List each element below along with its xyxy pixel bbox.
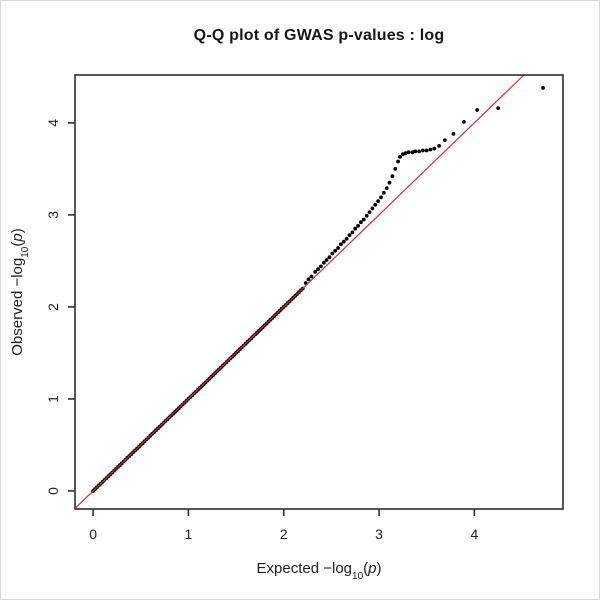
- x-axis-label-subscript: 10: [352, 571, 364, 582]
- data-point: [359, 220, 363, 225]
- reference-line: [74, 74, 525, 509]
- data-point: [376, 199, 380, 204]
- data-point: [341, 239, 346, 244]
- data-point: [410, 150, 415, 155]
- data-point: [541, 86, 545, 90]
- data-point: [319, 264, 323, 269]
- data-point: [379, 195, 383, 200]
- data-point: [424, 148, 429, 153]
- y-axis-label-subscript: 10: [20, 246, 31, 258]
- data-point: [381, 190, 386, 195]
- plot-frame: [74, 74, 564, 510]
- data-point: [321, 260, 326, 265]
- data-point: [316, 267, 320, 272]
- data-point: [324, 258, 329, 262]
- x-tick-label: 0: [89, 526, 97, 542]
- data-point: [451, 132, 456, 136]
- data-point: [336, 246, 340, 250]
- y-axis-label-close-paren: ): [9, 228, 26, 234]
- data-point: [327, 255, 332, 260]
- data-point: [421, 148, 425, 153]
- data-point: [390, 174, 395, 179]
- data-point: [347, 233, 352, 238]
- data-point: [393, 167, 398, 171]
- data-point: [344, 236, 349, 241]
- data-point: [406, 150, 411, 155]
- data-point: [496, 106, 501, 110]
- data-point: [432, 146, 437, 151]
- y-tick-label: 3: [45, 211, 61, 219]
- data-point: [353, 226, 358, 231]
- data-point: [437, 144, 441, 148]
- data-point: [373, 202, 378, 207]
- data-point: [350, 230, 355, 235]
- data-point: [442, 138, 447, 143]
- data-point: [462, 120, 466, 124]
- data-point: [330, 251, 335, 256]
- x-tick-label: 2: [280, 526, 288, 542]
- x-axis-label-text: Expected −log: [256, 560, 353, 577]
- data-point: [475, 108, 480, 112]
- y-tick-label: 4: [45, 119, 61, 127]
- y-axis-label-open-paren: (: [9, 241, 26, 247]
- x-axis-label-close-paren: ): [376, 560, 382, 577]
- data-point: [356, 224, 360, 228]
- x-axis-label-variable: p: [368, 560, 377, 577]
- data-point: [333, 248, 338, 253]
- data-point: [339, 242, 343, 247]
- data-point: [413, 149, 418, 154]
- y-axis-label-text: Observed −log: [9, 257, 26, 356]
- data-point: [361, 217, 366, 222]
- x-axis-label-open-paren: (: [363, 560, 369, 577]
- x-tick-label: 4: [470, 526, 478, 542]
- chart-title: Q-Q plot of GWAS p-values : log: [193, 27, 445, 44]
- data-point: [364, 213, 369, 218]
- data-point: [417, 149, 421, 154]
- y-tick-label: 1: [45, 395, 61, 403]
- y-tick-label: 0: [45, 487, 61, 495]
- x-tick-label: 1: [185, 526, 193, 542]
- data-point: [370, 206, 375, 211]
- data-point: [398, 155, 402, 159]
- x-tick-label: 3: [375, 526, 383, 542]
- data-point: [396, 159, 400, 164]
- x-axis-label: Expected −log10(p): [75, 560, 563, 582]
- y-axis-label-variable: p: [9, 233, 26, 242]
- y-tick-label: 2: [45, 303, 61, 311]
- data-point: [387, 180, 392, 185]
- data-point: [367, 210, 372, 215]
- data-point: [403, 151, 408, 156]
- data-point: [384, 186, 389, 191]
- data-point: [428, 147, 433, 152]
- data-point: [309, 274, 314, 279]
- data-point: [313, 270, 318, 274]
- y-axis-label: Observed −log10(p): [8, 162, 31, 422]
- data-point: [306, 277, 311, 282]
